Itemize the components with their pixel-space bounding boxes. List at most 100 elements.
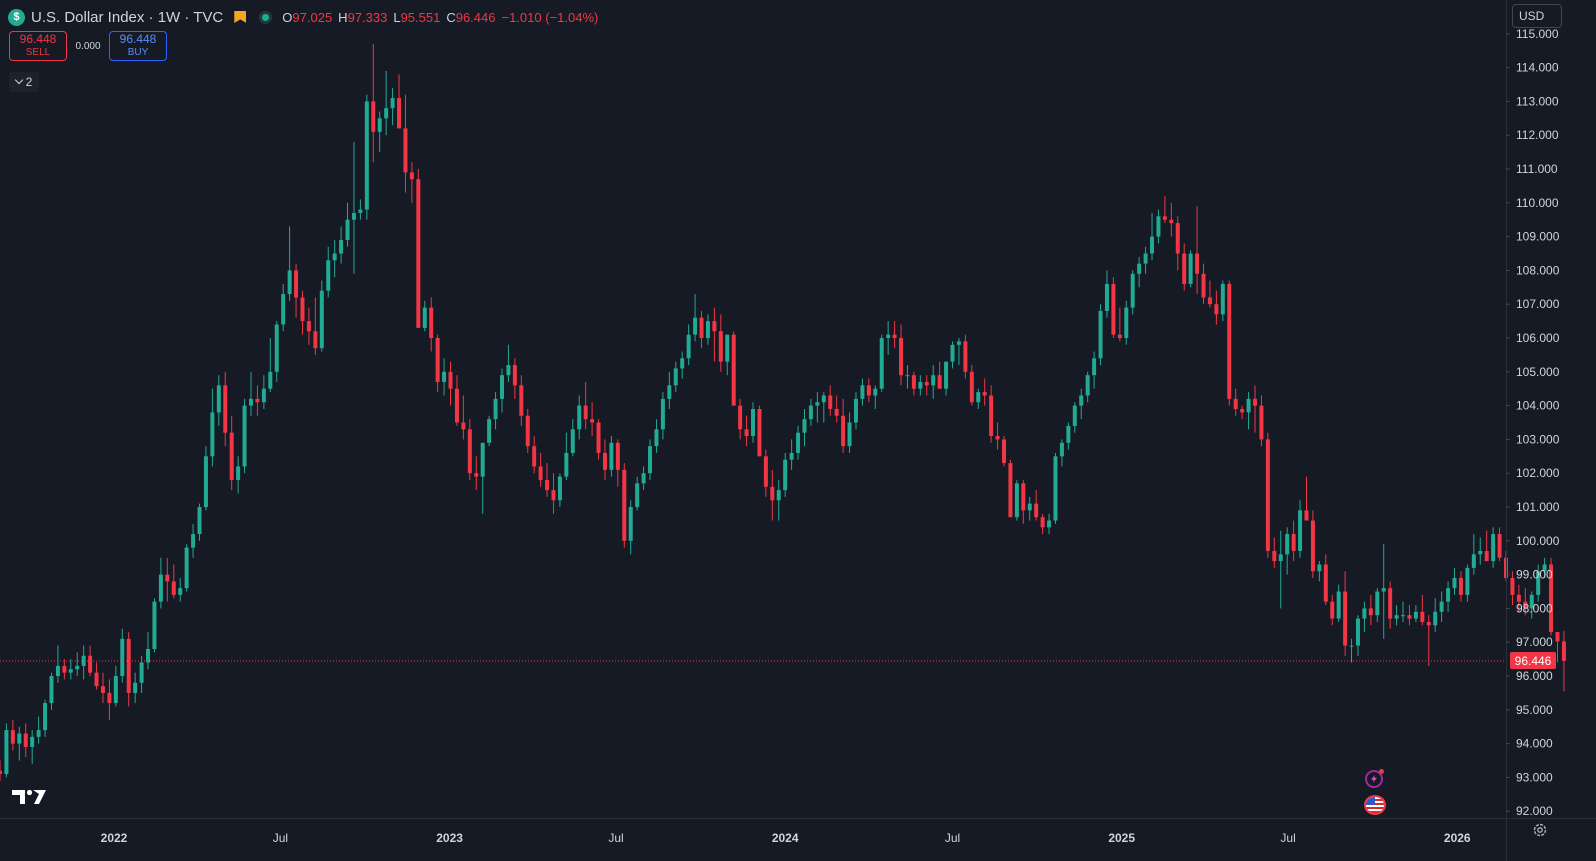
candle	[628, 500, 633, 555]
candle	[1465, 564, 1470, 602]
settings-icon[interactable]	[1532, 822, 1548, 838]
candle	[1446, 581, 1451, 612]
buy-price: 96.448	[119, 32, 157, 46]
indicators-toggle-button[interactable]: 2	[9, 72, 39, 92]
candle	[435, 334, 440, 393]
candle	[519, 375, 524, 426]
candle	[1175, 216, 1180, 271]
candle	[1555, 632, 1560, 663]
candle	[416, 169, 421, 328]
candle-body	[1478, 550, 1483, 555]
us-flag-icon[interactable]	[1364, 795, 1386, 815]
y-tick-label: 101.000	[1516, 500, 1560, 514]
candle-body	[1458, 578, 1463, 595]
candle	[126, 632, 131, 707]
candle-body	[281, 294, 286, 325]
candle-body	[1401, 615, 1406, 617]
candle	[815, 392, 820, 423]
candle-body	[1150, 236, 1155, 254]
candle-body	[287, 270, 292, 295]
y-tick-label: 100.000	[1516, 534, 1560, 548]
candle-body	[306, 321, 311, 332]
candle-body	[1413, 611, 1418, 619]
candle-body	[545, 479, 550, 491]
candle	[673, 361, 678, 393]
candle-body	[763, 456, 768, 487]
candle-body	[905, 375, 910, 377]
flag-icon[interactable]	[233, 10, 247, 24]
candle	[705, 314, 710, 345]
tradingview-logo-icon[interactable]	[12, 788, 46, 806]
candle	[197, 503, 202, 541]
buy-button[interactable]: 96.448 BUY	[109, 31, 167, 61]
candle-body	[1523, 601, 1528, 609]
candle	[744, 415, 749, 447]
candle	[1182, 243, 1187, 291]
candle	[796, 425, 801, 460]
ohlc-values: O97.025 H97.333 L95.551 C96.446 −1.010 (…	[282, 9, 599, 25]
candle	[480, 442, 485, 514]
candle	[300, 290, 305, 335]
candle	[699, 310, 704, 349]
candle-body	[808, 405, 813, 420]
candle	[667, 371, 672, 409]
candle-body	[615, 442, 620, 470]
candle-body	[384, 108, 389, 119]
candle	[1092, 351, 1097, 389]
candle	[1426, 615, 1431, 666]
candle-body	[866, 385, 871, 396]
candle	[1388, 581, 1393, 629]
candle-body	[403, 128, 408, 173]
candle	[1285, 527, 1290, 575]
candle-body	[242, 405, 247, 467]
candle-body	[770, 486, 775, 501]
y-tick-label: 106.000	[1516, 331, 1560, 345]
candle	[583, 381, 588, 430]
candle-body	[23, 733, 28, 748]
candle	[834, 395, 839, 423]
candle	[448, 361, 453, 406]
candle-body	[4, 730, 9, 775]
candle-body	[557, 476, 562, 501]
candle	[55, 645, 60, 683]
candle	[1549, 557, 1554, 636]
candle	[1130, 270, 1135, 315]
currency-select[interactable]: USD	[1512, 4, 1562, 28]
candle	[950, 341, 955, 369]
indicators-count: 2	[25, 75, 33, 89]
candle	[525, 409, 530, 453]
y-tick-label: 94.000	[1516, 737, 1553, 751]
candle-body	[583, 405, 588, 420]
candle-body	[1201, 273, 1206, 298]
candle	[995, 422, 1000, 450]
candle-body	[1188, 253, 1193, 284]
candle	[1458, 571, 1463, 602]
candle	[229, 415, 234, 491]
symbol-title[interactable]: U.S. Dollar Index · 1W · TVC	[31, 8, 224, 26]
candle	[371, 43, 376, 163]
y-tick-label: 97.000	[1516, 635, 1553, 649]
candle	[545, 463, 550, 497]
candle	[139, 655, 144, 693]
event-icon[interactable]	[1365, 769, 1384, 788]
candle	[937, 361, 942, 389]
candle-body	[1047, 520, 1052, 528]
candle	[899, 324, 904, 386]
candle-body	[364, 101, 369, 210]
candle	[223, 371, 228, 447]
candle-body	[409, 172, 414, 180]
candle	[725, 334, 730, 376]
candle-body	[1317, 564, 1322, 572]
candle-body	[1265, 439, 1270, 551]
market-status-icon[interactable]	[259, 10, 273, 24]
candle	[1040, 513, 1045, 535]
x-tick-label: 2022	[101, 831, 128, 845]
candle	[442, 358, 447, 396]
candle	[287, 226, 292, 301]
candle	[1484, 530, 1489, 562]
sell-button[interactable]: 96.448 SELL	[9, 31, 67, 61]
candle-body	[828, 395, 833, 409]
candle-body	[538, 466, 543, 480]
candle-body	[1529, 594, 1534, 609]
